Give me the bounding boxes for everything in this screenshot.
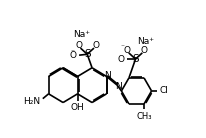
Text: N: N (104, 71, 111, 80)
Text: Na⁺: Na⁺ (137, 37, 154, 46)
Text: O: O (70, 51, 77, 60)
Text: O: O (140, 46, 147, 55)
Text: ⁻: ⁻ (121, 42, 125, 51)
Text: N: N (115, 82, 122, 91)
Text: O: O (117, 55, 124, 64)
Text: O: O (75, 41, 82, 50)
Text: O: O (124, 46, 131, 55)
Text: Cl: Cl (160, 86, 169, 95)
Text: Na⁺: Na⁺ (73, 30, 90, 39)
Text: H₂N: H₂N (23, 97, 40, 106)
Text: O: O (92, 41, 99, 50)
Text: OH: OH (71, 104, 84, 112)
Text: CH₃: CH₃ (136, 112, 152, 121)
Text: S: S (84, 49, 90, 59)
Text: ⁻: ⁻ (70, 48, 75, 57)
Text: S: S (132, 54, 139, 64)
